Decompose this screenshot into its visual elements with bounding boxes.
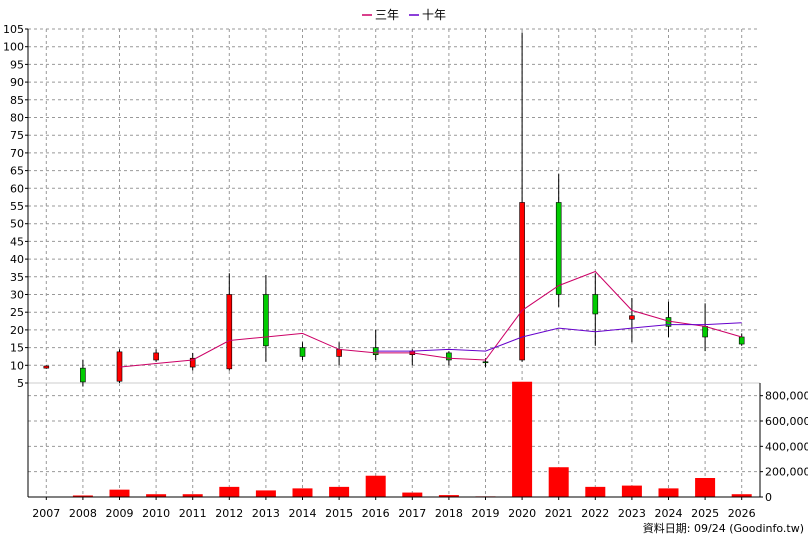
price-tick-label: 40 [10,253,24,266]
price-tick-label: 15 [10,342,24,355]
year-tick-label: 2019 [472,507,500,520]
volume-bar [109,489,130,497]
candle-body [226,294,233,370]
volume-bar [182,494,203,497]
price-tick-label: 30 [10,289,24,302]
price-tick-label: 55 [10,200,24,213]
candle-body [702,326,708,338]
year-tick-label: 2008 [69,507,97,520]
year-tick-label: 2020 [508,507,536,520]
volume-bar [438,495,459,497]
price-tick-label: 35 [10,271,24,284]
price-tick-label: 50 [10,218,24,231]
volume-bar [402,492,423,497]
candle-body [592,294,599,315]
candle-body [153,352,159,361]
year-tick-label: 2022 [581,507,609,520]
candle-body [189,357,196,368]
year-tick-label: 2026 [728,507,756,520]
year-tick-label: 2017 [398,507,426,520]
volume-bar [292,488,313,497]
candle-body [80,367,86,383]
year-tick-label: 2018 [435,507,463,520]
candle-body [629,315,635,320]
year-tick-label: 2016 [362,507,390,520]
axes: 5101520253035404550556065707580859095100… [3,23,808,520]
price-tick-label: 80 [10,112,24,125]
grid [28,28,760,498]
volume-bar [658,488,679,497]
candle-body [299,347,306,357]
series-line-10y [375,322,742,352]
candle-body [336,349,342,357]
year-tick-label: 2023 [618,507,646,520]
volume-bar [585,486,606,497]
volume-tick-label: 400,000 [765,440,808,453]
candle-body [263,294,269,347]
year-tick-label: 2009 [106,507,134,520]
price-tick-label: 45 [10,235,24,248]
data-date-footer: 資料日期: 09/24 (Goodinfo.tw) [643,521,804,535]
candle-body [446,352,452,361]
price-tick-label: 75 [10,129,24,142]
price-panel [43,32,745,387]
legend: 三年 十年 [362,8,446,22]
volume-bar [548,467,569,497]
candle-body [482,361,489,364]
price-tick-label: 10 [10,359,24,372]
price-tick-label: 100 [3,41,24,54]
price-tick-label: 60 [10,182,24,195]
volume-bar [72,495,93,497]
year-tick-label: 2015 [325,507,353,520]
year-tick-label: 2014 [289,507,317,520]
candle-body [738,336,745,345]
year-tick-label: 2011 [179,507,207,520]
volume-bar [329,486,350,497]
year-tick-label: 2025 [691,507,719,520]
legend-label-10y: 十年 [422,8,446,22]
volume-bar [219,486,240,497]
series-line-3y [119,270,742,368]
year-tick-label: 2024 [655,507,683,520]
year-tick-label: 2007 [32,507,60,520]
volume-tick-label: 600,000 [765,415,808,428]
year-tick-label: 2012 [215,507,243,520]
legend-label-3y: 三年 [375,8,399,22]
price-tick-label: 95 [10,58,24,71]
year-tick-label: 2021 [545,507,573,520]
volume-bar [365,475,386,497]
price-tick-label: 65 [10,165,24,178]
candle-body [555,202,562,295]
year-tick-label: 2010 [142,507,170,520]
volume-bar [695,478,716,497]
volume-tick-label: 800,000 [765,390,808,403]
volume-panel [72,381,752,497]
volume-tick-label: 0 [765,491,772,504]
price-tick-label: 20 [10,324,24,337]
volume-bar [512,381,533,497]
candle-body [519,202,525,361]
price-tick-label: 5 [17,377,24,390]
price-tick-label: 70 [10,147,24,160]
volume-tick-label: 200,000 [765,466,808,479]
year-tick-label: 2013 [252,507,280,520]
candle-body [43,365,50,369]
price-tick-label: 105 [3,23,24,36]
price-tick-label: 85 [10,94,24,107]
volume-bar [621,485,642,497]
price-tick-label: 25 [10,306,24,319]
price-tick-label: 90 [10,76,24,89]
volume-bar [731,494,752,497]
volume-bar [255,490,276,497]
volume-bar [146,494,167,497]
